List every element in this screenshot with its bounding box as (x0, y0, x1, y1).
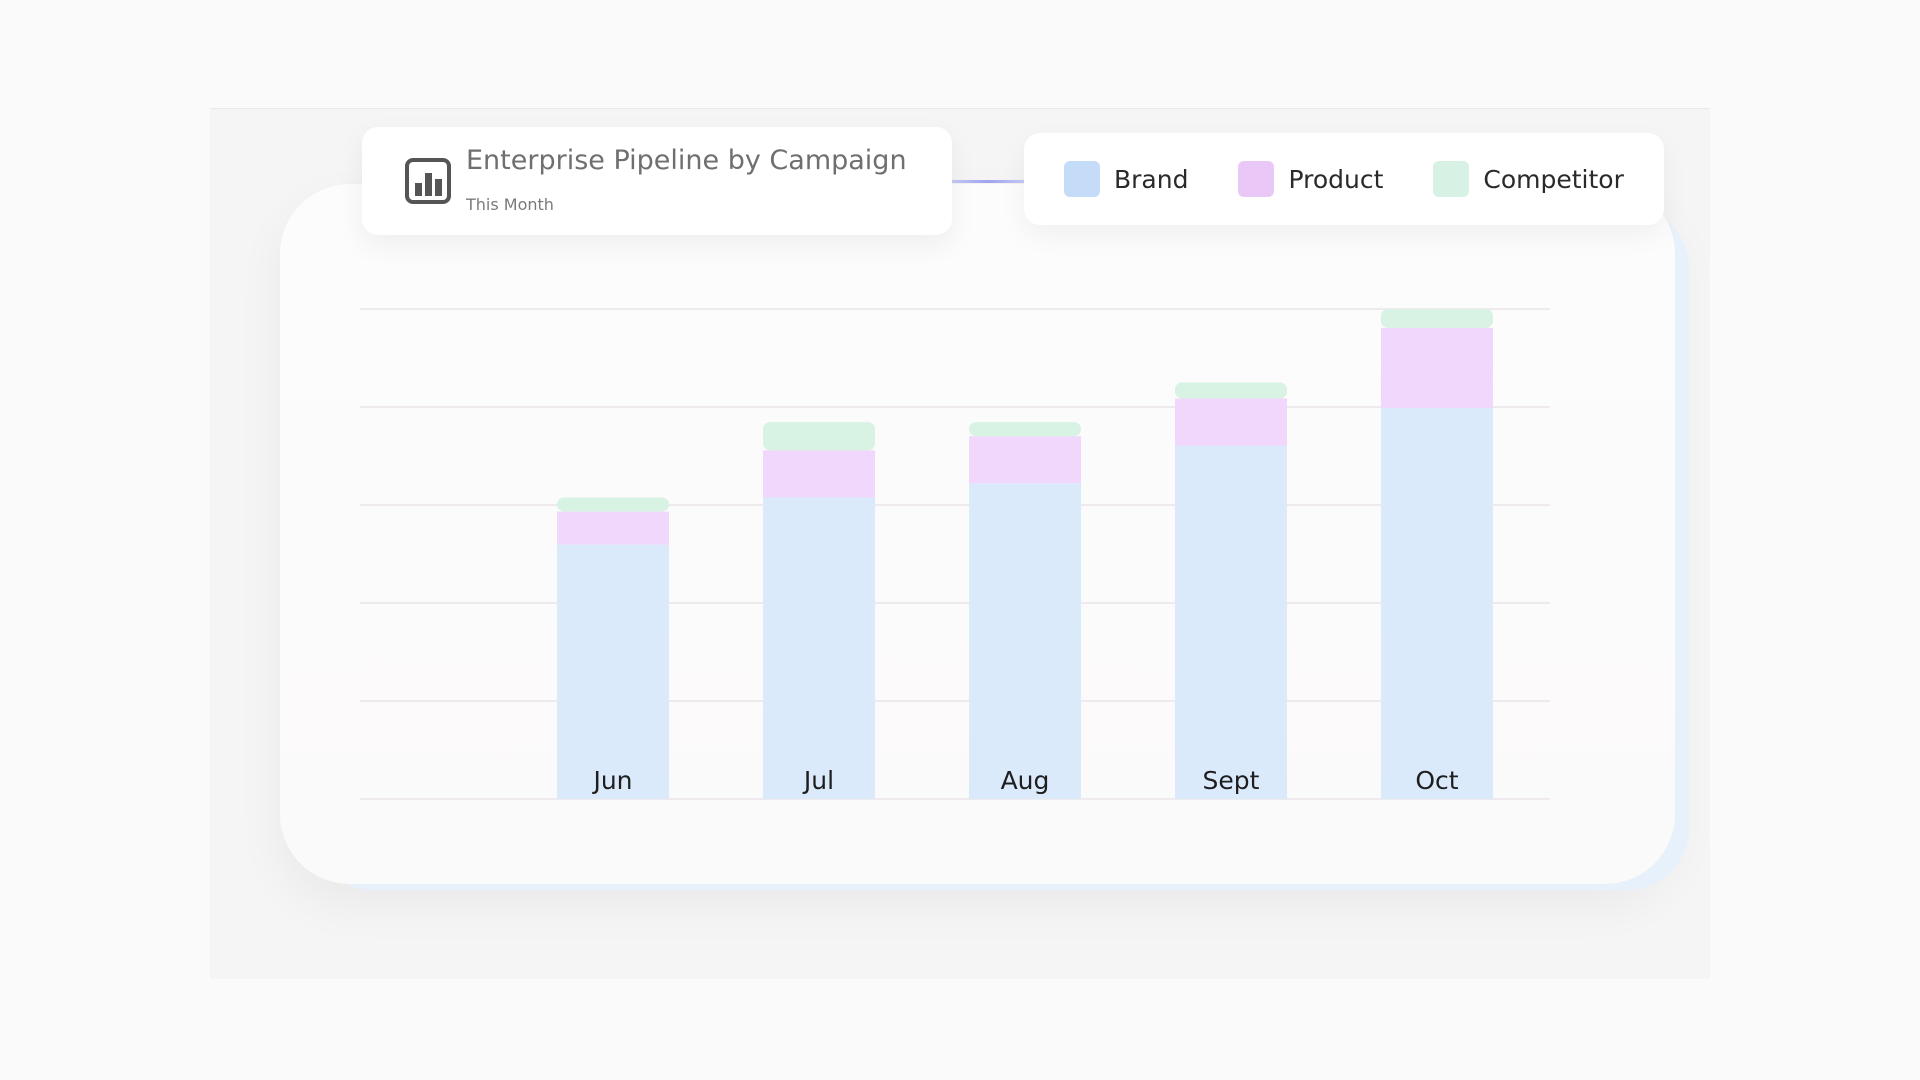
legend-item-product[interactable]: Product (1238, 161, 1383, 197)
chart-subtitle: This Month (466, 195, 554, 214)
legend: Brand Product Competitor (1024, 133, 1664, 225)
legend-label-brand: Brand (1114, 164, 1189, 194)
bar-competitor-oct[interactable] (1381, 309, 1493, 328)
bar-product-oct[interactable] (1381, 327, 1493, 408)
legend-item-competitor[interactable]: Competitor (1433, 161, 1624, 197)
x-tick-label: Sept (1203, 766, 1260, 795)
chart-title: Enterprise Pipeline by Campaign (466, 145, 907, 176)
x-tick-label: Jun (591, 766, 632, 795)
bar-competitor-aug[interactable] (969, 422, 1081, 437)
bar-product-jul[interactable] (763, 450, 875, 498)
x-tick-label: Jul (802, 766, 834, 795)
chart-header-card: Enterprise Pipeline by Campaign This Mon… (362, 127, 952, 235)
bar-chart-icon (405, 158, 451, 204)
bar-brand-oct[interactable] (1381, 407, 1493, 799)
bar-product-aug[interactable] (969, 436, 1081, 484)
bar-competitor-jul[interactable] (763, 422, 875, 451)
legend-swatch-competitor (1433, 161, 1470, 197)
legend-label-product: Product (1288, 164, 1384, 194)
x-tick-label: Aug (1001, 766, 1050, 795)
header-connector-line (952, 180, 1024, 183)
bar-brand-sept[interactable] (1175, 445, 1287, 799)
stacked-bar-plot: Jun Jul Aug Sept Oct (360, 308, 1550, 800)
legend-swatch-brand (1064, 161, 1100, 197)
legend-swatch-product (1238, 161, 1275, 197)
bar-competitor-sept[interactable] (1175, 382, 1287, 399)
legend-item-brand[interactable]: Brand (1064, 161, 1188, 197)
bar-product-jun[interactable] (557, 511, 669, 545)
x-tick-label: Oct (1415, 766, 1458, 795)
legend-label-competitor: Competitor (1483, 164, 1624, 194)
chart-stage: Enterprise Pipeline by Campaign This Mon… (210, 108, 1710, 979)
bar-brand-jun[interactable] (557, 544, 669, 799)
bar-product-sept[interactable] (1175, 398, 1287, 446)
bar-competitor-jun[interactable] (557, 497, 669, 512)
bar-brand-aug[interactable] (969, 483, 1081, 799)
bar-brand-jul[interactable] (763, 497, 875, 799)
